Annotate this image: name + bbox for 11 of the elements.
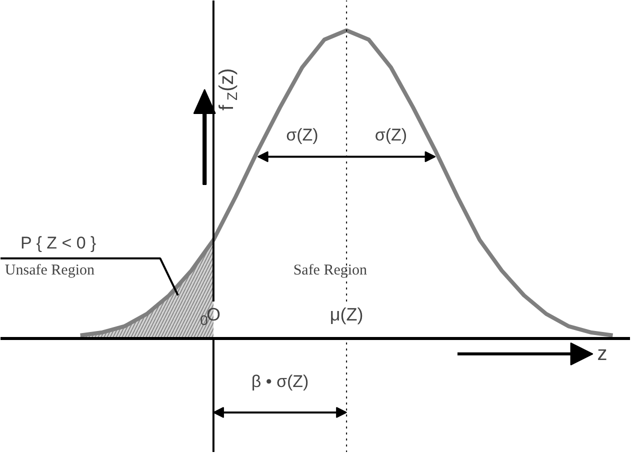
annotation: 0: [200, 312, 208, 328]
annotation: Safe Region: [293, 262, 368, 279]
x-axis-title: z: [597, 342, 608, 365]
annotation: Unsafe Region: [4, 262, 95, 279]
annotation: σ(Z): [374, 126, 408, 145]
text: β • σ(Z): [251, 372, 309, 392]
annotation: σ(Z): [286, 126, 318, 145]
x-tick-label: O: [206, 304, 220, 324]
annotation: P { Z < 0 }: [20, 233, 97, 252]
y-axis-title: fZ(z): [216, 68, 240, 110]
x-tick-label: μ(Z): [330, 304, 364, 324]
